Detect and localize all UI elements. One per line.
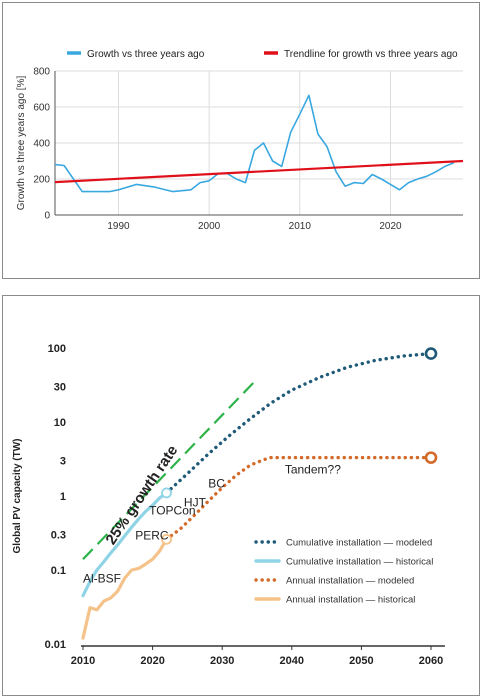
legend-label-annual-installation-historical: Annual installation — historical — [286, 595, 415, 606]
y-tick-label: 30 — [54, 382, 66, 394]
y-tick-label: 3 — [60, 456, 66, 468]
x-tick-label: 2060 — [419, 655, 443, 667]
series-line-cumulative-installation-historical — [81, 491, 169, 598]
y-tick-label: 0 — [44, 211, 50, 222]
legend-label-trendline-for-growth-vs-three-years-ago: Trendline for growth vs three years ago — [284, 49, 458, 60]
y-tick-label: 1 — [60, 491, 66, 503]
y-tick-label: 10 — [54, 417, 66, 429]
y-tick-label: 600 — [33, 103, 50, 114]
legend-label-cumulative-installation-historical: Cumulative installation — historical — [286, 557, 433, 568]
legend-label-cumulative-installation-modeled: Cumulative installation — modeled — [286, 538, 432, 549]
growth-chart: 0 200 400 600 800 1990 2000 2010 2020 Growth vs t… — [16, 49, 464, 232]
series-line-cumulative-installation-modeled — [164, 351, 433, 495]
x-tick-label: 2020 — [140, 655, 164, 667]
y-tick-label: 0.3 — [51, 530, 66, 542]
x-tick-label: 2050 — [349, 655, 373, 667]
series-line-annual-installation-historical — [81, 537, 169, 640]
marker-annual-installation-modeled — [424, 451, 438, 464]
pv-capacity-chart: 2010 2020 2030 2040 2050 2060 100 30 10 3 1 0.3 0.1 0… — [12, 343, 445, 667]
y-tick-label: 200 — [33, 175, 50, 186]
annotation-perc: PERC — [135, 528, 169, 542]
marker-cumulative-installation-modeled — [424, 347, 438, 360]
pv-capacity-chart-panel: 2010 2020 2030 2040 2050 2060 100 30 10 3 1 0.3 0.1 0… — [2, 295, 480, 696]
annotation-tandem: Tandem?? — [285, 463, 341, 477]
x-tick-label: 2010 — [289, 221, 312, 232]
legend-label-growth-vs-three-years-ago: Growth vs three years ago — [87, 49, 205, 60]
annotation-bc: BC — [208, 477, 225, 491]
annotation-al-bsf: Al-BSF — [83, 571, 121, 585]
y-tick-label: 0.1 — [51, 565, 66, 577]
y-axis-title: Growth vs three years ago [%] — [16, 76, 27, 211]
annotation-hjt: HJT — [184, 496, 207, 510]
x-tick-label: 2000 — [198, 221, 221, 232]
annotation-topcon: TOPCon — [149, 504, 195, 518]
x-tick-label: 2030 — [210, 655, 234, 667]
y-tick-label: 800 — [33, 67, 50, 78]
y-tick-label: 400 — [33, 139, 50, 150]
x-tick-label: 2020 — [379, 221, 402, 232]
y-tick-label: 0.01 — [45, 639, 66, 651]
series-line-trendline-for-growth-vs-three-years-ago — [54, 159, 464, 184]
series-line-growth-vs-three-years-ago — [54, 94, 455, 193]
marker-cumulative-installation-historical — [161, 487, 172, 499]
legend-label-annual-installation-modeled: Annual installation — modeled — [286, 576, 414, 587]
y-axis-title: Global PV capacity (TW) — [12, 438, 23, 553]
x-tick-label: 2040 — [280, 655, 304, 667]
series-line-annual-installation-modeled — [164, 455, 433, 542]
y-tick-label: 100 — [48, 343, 66, 355]
growth-chart-panel: 0 200 400 600 800 1990 2000 2010 2020 Growth vs t… — [2, 2, 480, 279]
x-tick-label: 1990 — [107, 221, 130, 232]
x-tick-label: 2010 — [71, 655, 95, 667]
marker-annual-installation-historical — [161, 533, 172, 545]
